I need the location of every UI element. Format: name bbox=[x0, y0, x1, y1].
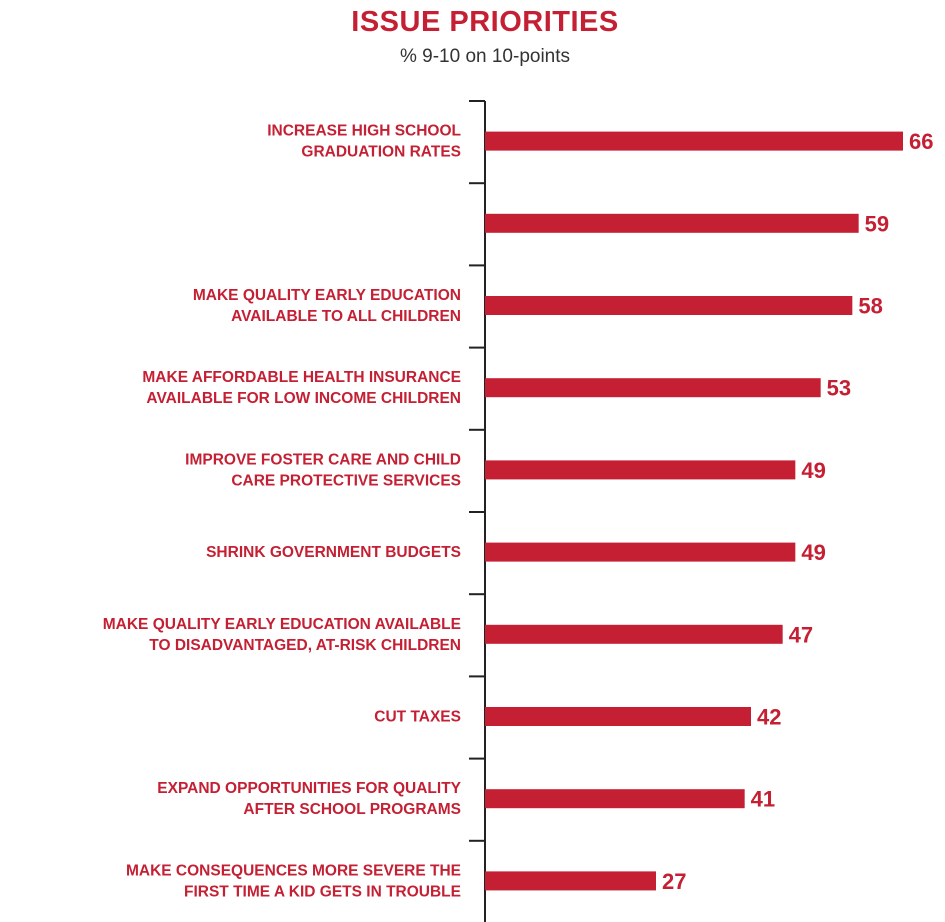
bar bbox=[485, 707, 751, 726]
data-label: 42 bbox=[757, 705, 781, 730]
category-label: AVAILABLE FOR LOW INCOME CHILDREN bbox=[146, 390, 461, 407]
category-label: TO DISADVANTAGED, AT-RISK CHILDREN bbox=[149, 637, 461, 654]
bar bbox=[485, 871, 656, 891]
bar bbox=[485, 542, 796, 562]
data-label: 66 bbox=[909, 129, 933, 154]
category-label: IMPROVE FOSTER CARE AND CHILD bbox=[185, 451, 461, 468]
bar bbox=[485, 460, 796, 480]
category-label: CARE PROTECTIVE SERVICES bbox=[231, 472, 461, 489]
category-label: MAKE AFFORDABLE HEALTH INSURANCE bbox=[142, 369, 461, 386]
data-label: 27 bbox=[662, 869, 686, 894]
data-label: 41 bbox=[751, 787, 775, 812]
category-label: EXPAND OPPORTUNITIES FOR QUALITY bbox=[157, 780, 461, 797]
chart-subtitle: % 9-10 on 10-points bbox=[399, 46, 571, 67]
bar bbox=[485, 624, 783, 644]
category-label: GRADUATION RATES bbox=[301, 144, 461, 161]
category-label: AVAILABLE TO ALL CHILDREN bbox=[231, 308, 461, 325]
bar bbox=[485, 131, 903, 151]
bar bbox=[485, 378, 821, 398]
data-label: 58 bbox=[858, 294, 882, 319]
category-label: INCREASE HIGH SCHOOL bbox=[267, 123, 461, 140]
data-label: 49 bbox=[801, 458, 825, 483]
bar bbox=[485, 296, 853, 315]
category-label: MAKE QUALITY EARLY EDUCATION AVAILABLE bbox=[103, 616, 461, 633]
category-label: CUT TAXES bbox=[374, 709, 461, 726]
category-label: AFTER SCHOOL PROGRAMS bbox=[243, 801, 461, 818]
data-label: 53 bbox=[827, 376, 851, 401]
data-label: 47 bbox=[789, 622, 813, 647]
category-label: FIRST TIME A KID GETS IN TROUBLE bbox=[184, 883, 461, 900]
category-label: MAKE QUALITY EARLY EDUCATION bbox=[193, 287, 461, 304]
data-label: 59 bbox=[865, 211, 889, 236]
data-label: 49 bbox=[801, 540, 825, 565]
category-label: SHRINK GOVERNMENT BUDGETS bbox=[206, 544, 461, 561]
category-label: MAKE CONSEQUENCES MORE SEVERE THE bbox=[126, 862, 461, 879]
chart-title: ISSUE PRIORITIES bbox=[351, 6, 619, 38]
bar bbox=[485, 213, 859, 233]
bar bbox=[485, 789, 745, 809]
